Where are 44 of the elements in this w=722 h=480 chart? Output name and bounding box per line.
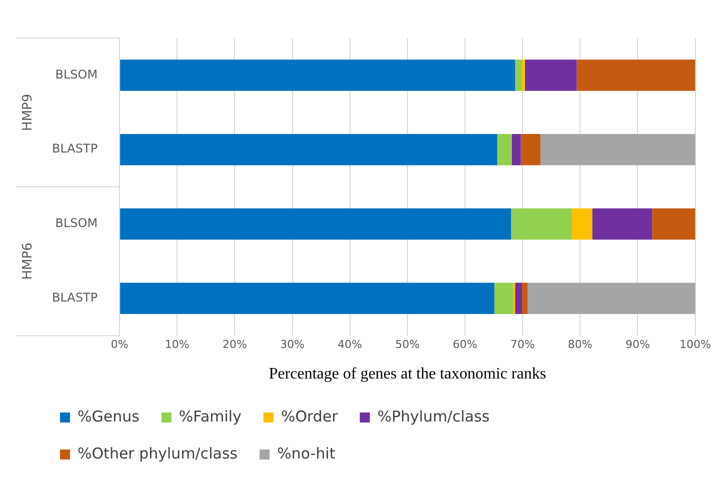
x-axis-title: Percentage of genes at the taxonomic ranks [268, 366, 546, 383]
x-tick-label: 90% [625, 338, 650, 352]
x-tick-label: 10% [164, 338, 190, 352]
bar [652, 208, 696, 240]
bar [512, 134, 521, 166]
bar [520, 134, 540, 166]
bar [511, 208, 572, 240]
bar [524, 60, 577, 91]
x-tick-label: 0% [110, 338, 128, 352]
bar [592, 208, 652, 240]
x-tick-label: 100% [680, 338, 712, 352]
x-tick-label: 40% [338, 338, 362, 352]
legend-label: %Genus [78, 407, 140, 426]
legend-label: %Phylum/class [377, 407, 490, 426]
bar [120, 60, 516, 91]
bar [515, 282, 522, 314]
bar [494, 282, 514, 314]
bar [528, 282, 696, 314]
bar [120, 282, 494, 314]
x-tick-label: 60% [452, 338, 478, 352]
bar [540, 134, 696, 166]
bar [522, 282, 528, 314]
x-tick-label: 70% [510, 338, 535, 352]
bar [497, 134, 512, 166]
legend-label: %Other phylum/class [78, 444, 238, 462]
y-tick-label: BLASTP [52, 142, 98, 156]
x-tick-label: 80% [568, 338, 592, 352]
bar [576, 60, 696, 91]
legend-label: %Order [280, 407, 339, 426]
text: HMP6 [20, 242, 36, 280]
legend-label: %Family [178, 407, 242, 426]
y-tick-label: BLSOM [55, 67, 98, 82]
bar [522, 60, 525, 91]
legend-label: %no-hit [277, 444, 336, 462]
text: HMP9 [20, 94, 36, 131]
bar [515, 60, 522, 91]
bar [120, 134, 498, 166]
x-tick-label: 50% [395, 338, 420, 352]
bar [120, 208, 512, 240]
bar [572, 208, 592, 240]
x-tick-label: 20% [222, 338, 247, 352]
y-tick-label: BLASTP [52, 290, 98, 305]
x-tick-label: 30% [280, 338, 305, 352]
y-tick-label: BLSOM [55, 216, 98, 230]
